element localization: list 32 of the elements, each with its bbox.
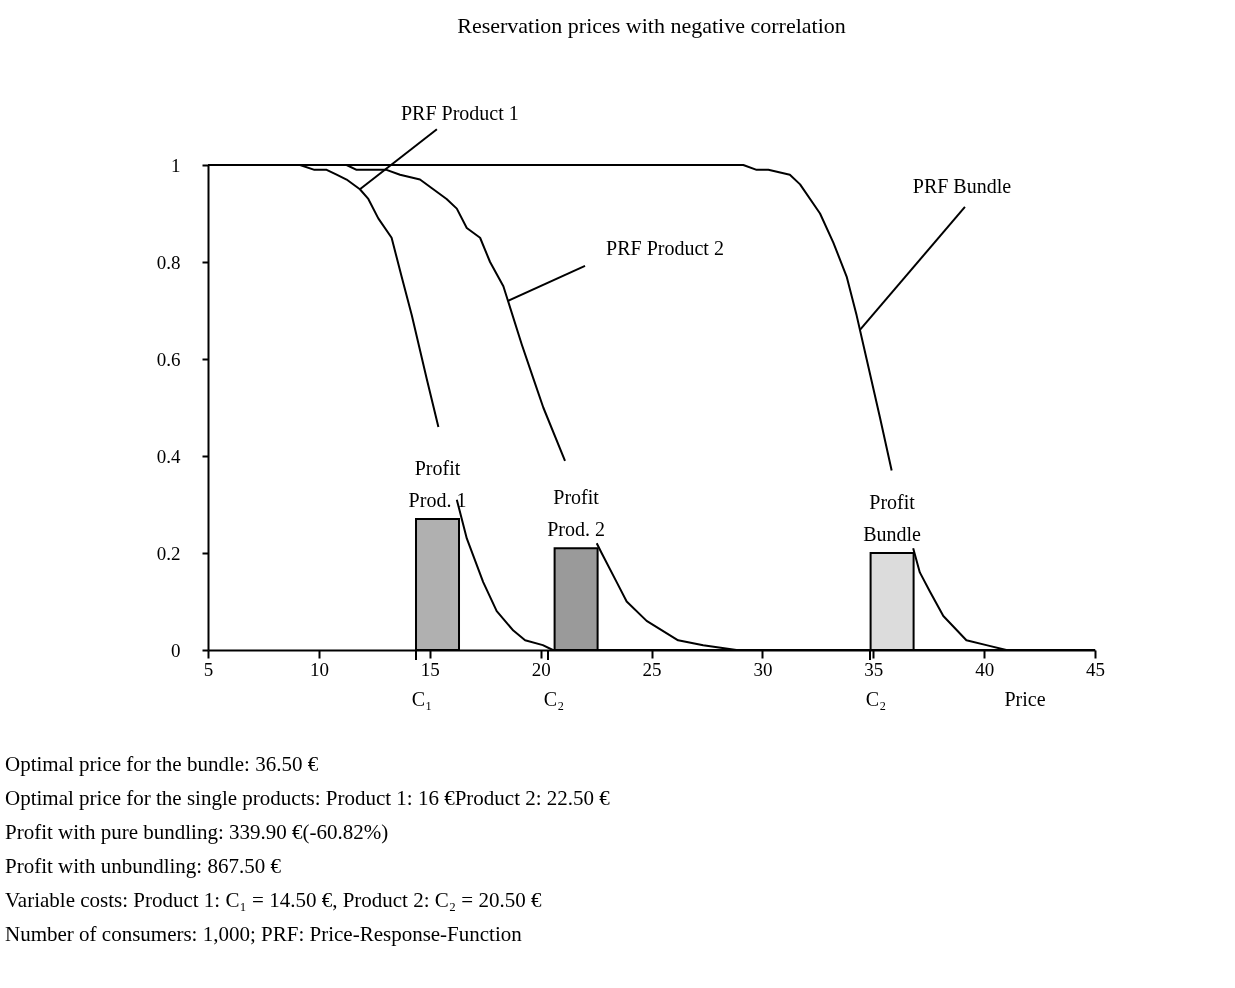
y-tick-label: 1 xyxy=(171,154,181,176)
text: C₁ xyxy=(411,688,433,710)
chart-title: Reservation prices with negative correlation xyxy=(457,13,846,39)
text: C₂ xyxy=(865,688,887,710)
text: Optimal price for the single products: Product 1: 16 €Product 2: 22.50 € xyxy=(5,786,611,810)
text: Optimal price for the bundle: 36.50 € xyxy=(5,752,319,776)
x-tick-label: 40 xyxy=(975,658,995,680)
x-tick-label: 25 xyxy=(642,658,662,680)
x-tick-label: 5 xyxy=(203,658,214,680)
x-tick-label: 15 xyxy=(420,658,440,680)
annotation: Profit Prod. 1 xyxy=(408,457,467,512)
text: Profit with unbundling: 867.50 € xyxy=(5,854,282,878)
x-tick-label: 10 xyxy=(309,658,329,680)
y-tick-label: 0.8 xyxy=(156,251,181,273)
x-axis-title: Price xyxy=(1004,688,1046,710)
text: Profit with pure bundling: 339.90 €(-60.82%) xyxy=(5,820,389,844)
annotation: PRF Product 1 xyxy=(400,102,519,125)
x-tick-label: 20 xyxy=(531,658,551,680)
y-tick-label: 0.4 xyxy=(156,445,181,467)
annotation: PRF Product 2 xyxy=(606,236,724,259)
annotation: Profit Bundle xyxy=(863,491,922,545)
annotation: PRF Bundle xyxy=(912,174,1012,197)
y-tick-label: 0.2 xyxy=(156,542,181,564)
x-tick-label: 45 xyxy=(1086,658,1105,680)
x-tick-label: 35 xyxy=(864,658,884,680)
y-tick-label: 0 xyxy=(171,639,181,661)
annotation: Profit Prod. 2 xyxy=(547,486,605,541)
text: Variable costs: Product 1: C₁ = 14.50 €, Product 2: C₂ = 20.50 € xyxy=(5,888,542,912)
text: Number of consumers: 1,000; PRF: Price-Response-Function xyxy=(5,922,523,946)
text: C₂ xyxy=(543,688,565,710)
x-tick-label: 30 xyxy=(753,658,773,680)
y-tick-label: 0.6 xyxy=(156,348,181,370)
